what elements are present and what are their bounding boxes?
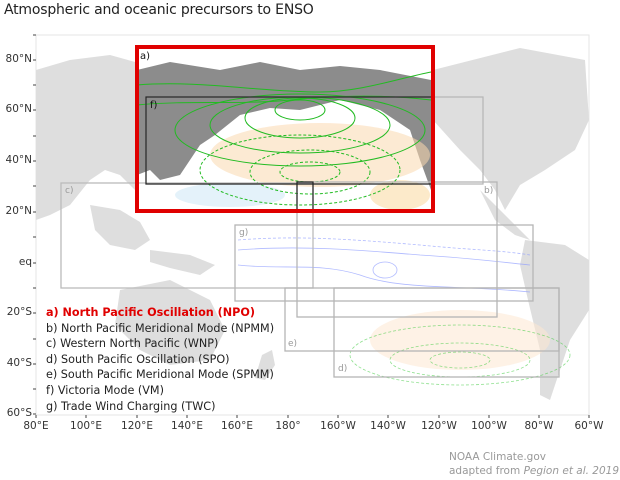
credit-reference: Pegion et al. 2019	[523, 465, 620, 477]
y-tick-label: 80°N	[5, 53, 32, 65]
x-tick-label: 120°E	[121, 420, 153, 432]
credit-citation: adapted from Pegion et al. 2019	[449, 464, 619, 478]
x-tick-label: 140°W	[370, 420, 406, 432]
x-tick-label: 100°E	[70, 420, 102, 432]
x-tick-label: 160°W	[320, 420, 356, 432]
legend-item-spmm: e) South Pacific Meridional Mode (SPMM)	[46, 368, 274, 382]
x-tick-label: 80°W	[524, 420, 554, 432]
credit-source: NOAA Climate.gov	[449, 451, 546, 463]
y-tick-label: 60°N	[5, 103, 32, 115]
region-label-e: e)	[288, 339, 298, 349]
region-box-a	[135, 45, 435, 213]
y-tick-label: eq	[18, 256, 32, 268]
x-tick-label: 100°W	[471, 420, 507, 432]
spo-contours	[349, 324, 571, 386]
land-masses	[36, 48, 589, 400]
y-tick-label: 60°S	[6, 407, 32, 419]
x-tick-label: 140°E	[171, 420, 203, 432]
x-tick-label: 60°W	[574, 420, 604, 432]
x-tick-label: 180°	[275, 420, 301, 432]
region-label-a: a)	[140, 51, 151, 62]
y-tick-label: 20°S	[6, 306, 32, 318]
region-box-d	[333, 287, 560, 378]
region-boxes	[60, 45, 560, 378]
region-label-f: f)	[150, 100, 158, 111]
legend-item-spo: d) South Pacific Oscillation (SPO)	[46, 352, 230, 366]
credit: NOAA Climate.gov adapted from Pegion et …	[449, 450, 619, 478]
npo-land-dark	[137, 62, 431, 190]
region-box-g	[234, 224, 534, 302]
region-label-b: b)	[484, 186, 494, 196]
y-tick-label: 20°N	[5, 205, 32, 217]
sst-shading	[175, 123, 550, 370]
credit-prefix: adapted from	[449, 465, 524, 477]
legend: a) North Pacific Oscillation (NPO) b) No…	[46, 305, 274, 414]
legend-item-npo: a) North Pacific Oscillation (NPO)	[46, 306, 255, 319]
legend-item-wnp: c) Western North Pacific (WNP)	[46, 337, 219, 351]
region-label-g: g)	[239, 228, 249, 238]
region-label-d: d)	[338, 364, 348, 374]
y-tick-label: 40°S	[6, 357, 32, 369]
region-box-c	[60, 182, 314, 289]
region-label-c: c)	[65, 186, 74, 196]
region-box-b	[296, 181, 498, 318]
axis-ticks	[33, 34, 590, 418]
x-tick-label: 80°E	[23, 420, 49, 432]
map-title: Atmospheric and oceanic precursors to EN…	[4, 2, 314, 18]
x-tick-label: 160°E	[221, 420, 253, 432]
x-tick-label: 120°W	[421, 420, 457, 432]
y-tick-label: 40°N	[5, 154, 32, 166]
legend-item-npmm: b) North Pacific Meridional Mode (NPMM)	[46, 321, 275, 335]
legend-item-twc: g) Trade Wind Charging (TWC)	[46, 399, 216, 413]
legend-item-vm: f) Victoria Mode (VM)	[46, 383, 164, 397]
